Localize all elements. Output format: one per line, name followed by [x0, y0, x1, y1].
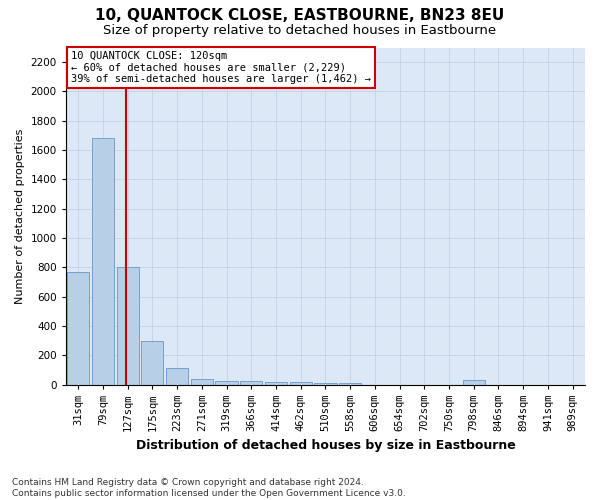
Bar	[92, 138, 114, 384]
Bar	[166, 368, 188, 384]
Bar	[314, 383, 337, 384]
Bar	[240, 382, 262, 384]
Text: Size of property relative to detached houses in Eastbourne: Size of property relative to detached ho…	[103, 24, 497, 37]
Bar	[215, 380, 238, 384]
X-axis label: Distribution of detached houses by size in Eastbourne: Distribution of detached houses by size …	[136, 440, 515, 452]
Bar	[116, 268, 139, 384]
Text: Contains HM Land Registry data © Crown copyright and database right 2024.
Contai: Contains HM Land Registry data © Crown c…	[12, 478, 406, 498]
Bar	[141, 340, 163, 384]
Bar	[463, 380, 485, 384]
Bar	[290, 382, 312, 384]
Y-axis label: Number of detached properties: Number of detached properties	[15, 128, 25, 304]
Bar	[191, 379, 213, 384]
Bar	[67, 272, 89, 384]
Text: 10, QUANTOCK CLOSE, EASTBOURNE, BN23 8EU: 10, QUANTOCK CLOSE, EASTBOURNE, BN23 8EU	[95, 8, 505, 22]
Text: 10 QUANTOCK CLOSE: 120sqm
← 60% of detached houses are smaller (2,229)
39% of se: 10 QUANTOCK CLOSE: 120sqm ← 60% of detac…	[71, 51, 371, 84]
Bar	[265, 382, 287, 384]
